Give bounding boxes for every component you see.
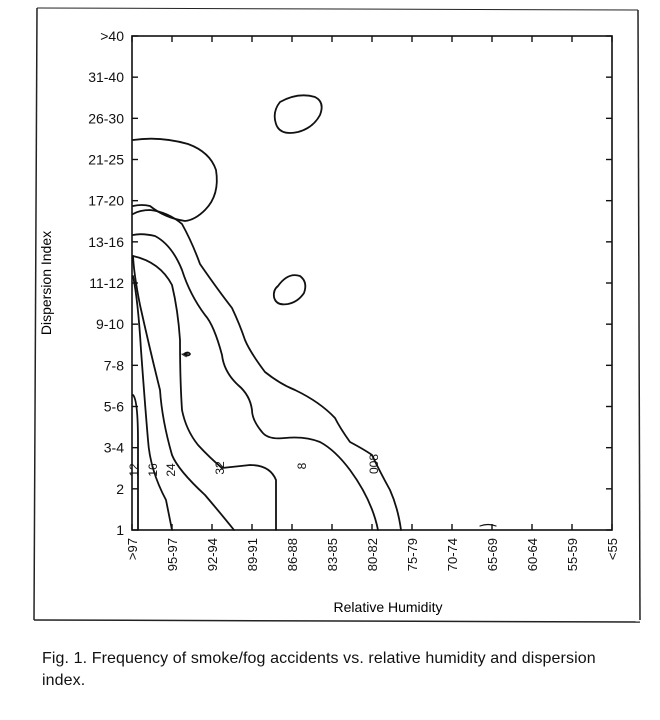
y-ticks (132, 35, 612, 531)
x-tick-label: 89-91 (245, 538, 260, 571)
figure-caption: Fig. 1. Frequency of smoke/fog accidents… (42, 650, 596, 689)
contour-12 (132, 394, 139, 531)
page-border-right (637, 9, 641, 621)
y-tick-label: 13-16 (88, 234, 124, 250)
x-tick-label: 70-74 (445, 538, 460, 571)
y-tick-label: 1 (116, 522, 124, 538)
y-tick-label: 21-25 (88, 152, 124, 168)
contour-32 (132, 255, 277, 531)
y-tick-label: 31-40 (88, 69, 124, 85)
contour-label: 12 (127, 463, 141, 477)
y-tick-label: 3-4 (104, 440, 124, 456)
contour-label: 008 (367, 454, 381, 474)
y-tick-labels: 1 2 3-4 5-6 7-8 9-10 11-12 13-16 17-20 21-25 26-30… (88, 28, 124, 538)
contour-labels: 12 16 24 32 8 008 4 (127, 352, 381, 476)
contour-label: 8 (295, 462, 309, 469)
x-tick-label: >97 (125, 538, 140, 560)
x-tick-label: 86-88 (285, 538, 300, 571)
contour-label: 24 (164, 463, 178, 477)
y-tick-label: 17-20 (88, 193, 124, 209)
x-tick-label: 75-79 (405, 538, 420, 571)
page-border-bottom (33, 619, 641, 623)
x-tick-label: 60-64 (525, 538, 540, 571)
x-tick-label: 80-82 (365, 538, 380, 571)
contour-upper-island (273, 94, 323, 134)
x-ticks (131, 36, 613, 530)
contour-label: 4 (180, 352, 190, 357)
y-tick-label: 5-6 (104, 399, 124, 415)
x-tick-label: 95-97 (165, 538, 180, 571)
x-tick-label: 55-59 (565, 538, 580, 571)
x-tick-labels: >97 95-97 92-94 89-91 86-88 83-85 80-82 75-79 70… (125, 538, 620, 571)
y-tick-label: 9-10 (96, 316, 124, 332)
y-tick-label: 2 (116, 481, 124, 497)
x-tick-label: <55 (605, 538, 620, 560)
contour-24 (132, 255, 235, 531)
y-tick-label: >40 (100, 28, 124, 44)
contour-mid-island (272, 274, 307, 306)
contour-upper-left (132, 137, 218, 222)
contour-008 (132, 209, 402, 531)
contour-small-loop (183, 351, 191, 357)
contour-label: 32 (213, 461, 227, 475)
y-tick-label: 11-12 (89, 275, 124, 291)
x-tick-label: 65-69 (485, 538, 500, 571)
y-axis-label: Dispersion Index (38, 231, 54, 335)
y-tick-label: 26-30 (88, 110, 124, 126)
contour-lines (132, 94, 497, 531)
contour-label: 16 (146, 463, 160, 477)
y-tick-label: 7-8 (104, 357, 124, 373)
contour-tail (479, 523, 497, 527)
x-tick-label: 92-94 (205, 538, 220, 571)
x-axis-label: Relative Humidity (334, 599, 443, 615)
page-border-top (36, 7, 639, 11)
page-border-left (33, 7, 38, 621)
x-tick-label: 83-85 (325, 538, 340, 571)
contour-16 (132, 275, 173, 531)
contour-8 (132, 233, 379, 531)
